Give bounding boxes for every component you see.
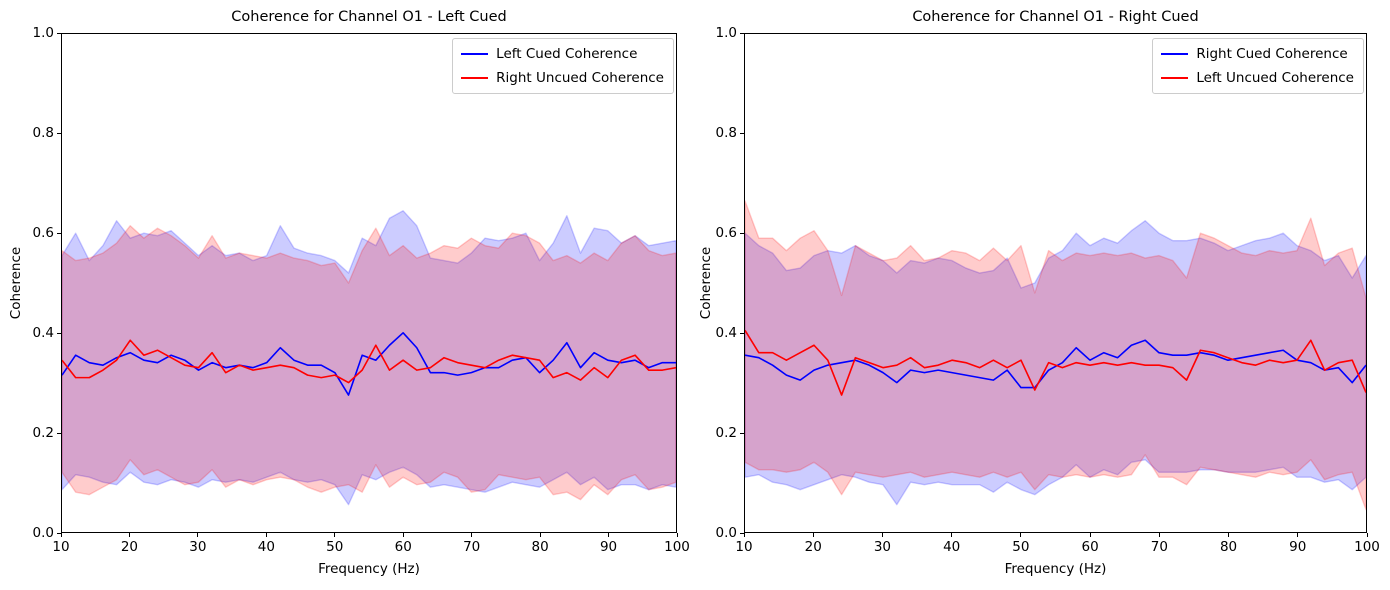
y-tick-label: 0.4 <box>32 325 54 341</box>
x-tick-label: 90 <box>599 539 618 555</box>
legend-entry-cued: Right Cued Coherence <box>1161 44 1354 64</box>
x-tick-mark <box>608 533 610 537</box>
x-tick-label: 10 <box>735 539 753 555</box>
x-tick-mark <box>471 533 473 537</box>
y-tick-label: 0.6 <box>32 225 54 241</box>
x-tick-mark <box>402 533 404 537</box>
x-tick-label: 20 <box>804 539 822 555</box>
y-tick-mark <box>740 332 744 334</box>
uncued-line-swatch <box>461 77 489 79</box>
uncued-coherence-line <box>62 339 676 384</box>
cued-line-swatch <box>1161 53 1189 55</box>
chart-canvas <box>745 200 1366 511</box>
y-tick-mark <box>57 332 61 334</box>
uncued-std-band <box>745 200 1366 511</box>
x-tick-label: 60 <box>1081 539 1099 555</box>
y-tick-mark <box>740 32 744 34</box>
x-tick-mark <box>128 533 130 537</box>
uncued-std-band <box>62 225 676 501</box>
x-tick-mark <box>676 533 678 537</box>
legend-left-plot: Left Cued Coherence Right Uncued Coheren… <box>452 38 674 94</box>
y-tick-label: 1.0 <box>32 25 54 41</box>
x-tick-label: 80 <box>531 539 549 555</box>
chart-canvas <box>62 210 676 506</box>
plot-area-left-cued <box>61 33 677 533</box>
y-tick-label: 0.6 <box>715 225 737 241</box>
legend-label: Right Uncued Coherence <box>496 70 664 86</box>
y-tick-mark <box>57 532 61 534</box>
uncued-coherence-line <box>745 329 1366 396</box>
uncued-line-swatch <box>1161 77 1189 79</box>
cued-std-band <box>745 220 1366 506</box>
x-tick-label: 60 <box>394 539 412 555</box>
legend-label: Left Cued Coherence <box>496 46 638 62</box>
x-tick-label: 50 <box>326 539 344 555</box>
x-tick-mark <box>334 533 336 537</box>
x-tick-label: 20 <box>120 539 139 555</box>
y-tick-label: 0.0 <box>32 525 54 541</box>
y-tick-label: 0.8 <box>32 125 54 141</box>
x-tick-label: 100 <box>664 539 690 555</box>
y-tick-label: 0.2 <box>715 425 737 441</box>
x-tick-mark <box>1228 533 1230 537</box>
y-tick-mark <box>57 32 61 34</box>
y-tick-mark <box>57 232 61 234</box>
y-tick-label: 0.2 <box>32 425 54 441</box>
x-tick-mark <box>1020 533 1022 537</box>
y-tick-label: 0.0 <box>715 525 737 541</box>
y-axis-label-right-plot: Coherence <box>698 246 714 320</box>
x-tick-label: 90 <box>1289 539 1307 555</box>
legend-right-plot: Right Cued Coherence Left Uncued Coheren… <box>1152 38 1364 94</box>
x-tick-mark <box>951 533 953 537</box>
x-tick-label: 40 <box>257 539 275 555</box>
x-tick-label: 100 <box>1354 539 1380 555</box>
y-tick-mark <box>740 532 744 534</box>
x-tick-label: 70 <box>463 539 481 555</box>
x-tick-label: 80 <box>1219 539 1238 555</box>
x-tick-mark <box>1297 533 1299 537</box>
x-tick-label: 10 <box>52 539 70 555</box>
legend-entry-cued: Left Cued Coherence <box>461 44 664 64</box>
x-axis-label-left-plot: Frequency (Hz) <box>318 561 420 577</box>
plot-title-left-cued: Coherence for Channel O1 - Left Cued <box>231 9 507 25</box>
legend-label: Left Uncued Coherence <box>1196 70 1354 86</box>
y-tick-mark <box>57 132 61 134</box>
x-tick-mark <box>743 533 745 537</box>
x-tick-mark <box>1089 533 1091 537</box>
x-tick-mark <box>539 533 541 537</box>
plot-title-right-cued: Coherence for Channel O1 - Right Cued <box>912 9 1199 25</box>
x-tick-label: 30 <box>873 539 892 555</box>
x-tick-mark <box>265 533 267 537</box>
x-tick-mark <box>1158 533 1160 537</box>
x-tick-mark <box>60 533 62 537</box>
legend-entry-uncued: Right Uncued Coherence <box>461 68 664 88</box>
y-axis-label-left-plot: Coherence <box>8 246 24 320</box>
legend-label: Right Cued Coherence <box>1196 46 1348 62</box>
y-tick-label: 0.8 <box>715 125 737 141</box>
y-tick-mark <box>740 232 744 234</box>
y-tick-label: 1.0 <box>715 25 737 41</box>
x-tick-label: 40 <box>943 539 961 555</box>
plot-area-right-cued <box>744 33 1367 533</box>
y-tick-label: 0.4 <box>715 325 737 341</box>
y-tick-mark <box>740 432 744 434</box>
x-tick-label: 50 <box>1012 539 1030 555</box>
x-axis-label-right-plot: Frequency (Hz) <box>1004 561 1107 577</box>
x-tick-mark <box>1366 533 1368 537</box>
x-tick-mark <box>197 533 199 537</box>
legend-entry-uncued: Left Uncued Coherence <box>1161 68 1354 88</box>
cued-coherence-line <box>745 339 1366 389</box>
x-tick-mark <box>881 533 883 537</box>
cued-line-swatch <box>461 53 489 55</box>
y-tick-mark <box>740 132 744 134</box>
y-tick-mark <box>57 432 61 434</box>
x-tick-label: 30 <box>189 539 207 555</box>
x-tick-label: 70 <box>1150 539 1168 555</box>
x-tick-mark <box>812 533 814 537</box>
